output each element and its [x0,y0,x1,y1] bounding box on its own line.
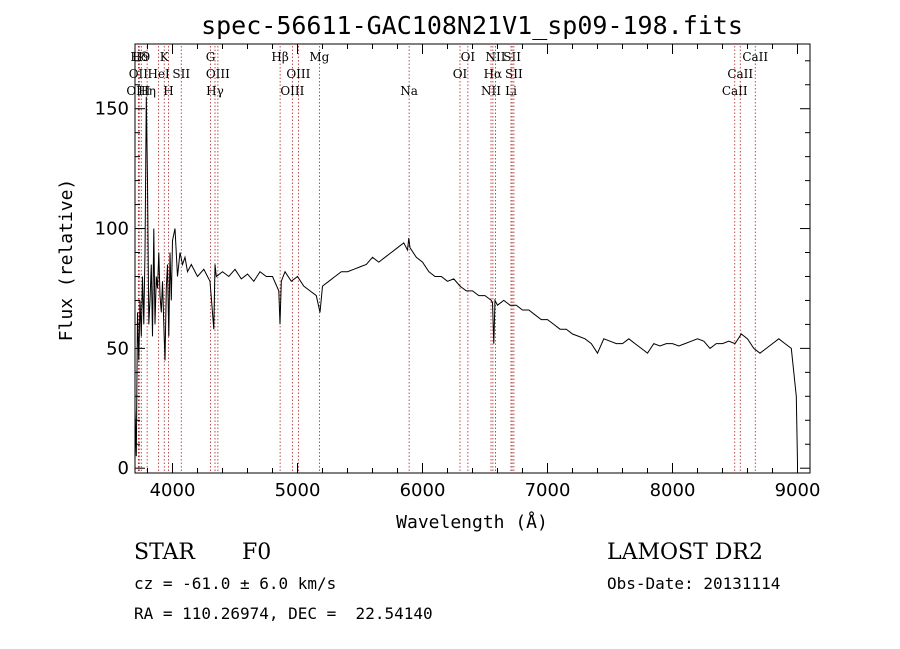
x-tick-label: 6000 [400,480,446,501]
y-axis-ticks: 0 50 100 150 [95,60,810,479]
line-marker-label: G [206,50,216,64]
line-marker-label: Hγ [206,84,224,98]
line-marker-label: Hδ [130,50,148,64]
x-tick-label: 4000 [150,480,196,501]
line-marker-label: HeI [147,67,170,81]
line-marker-label: Mg [309,50,329,64]
line-marker-label: SII [505,67,523,81]
line-marker-label: SII [503,50,521,64]
line-marker-label: K [160,50,170,64]
x-tick-label: 8000 [650,480,696,501]
line-marker-label: Hβ [271,50,288,64]
line-marker-label: NII [486,50,506,64]
line-marker-label: H9 [132,50,150,64]
line-marker-label: OIII [126,84,150,98]
line-marker-label: CaII [727,67,753,81]
line-marker-label: OIII [286,67,310,81]
y-tick-label: 150 [95,99,129,120]
obs-date: Obs-Date: 20131114 [607,574,781,593]
object-class: STAR [134,540,195,565]
y-axis-label: Flux (relative) [56,179,77,342]
line-marker-label: OI [461,50,476,64]
spectrum-chart: spec-56611-GAC108N21V1_sp09-198.fits Hδ O… [56,11,821,533]
line-marker-label: OIII [280,84,304,98]
line-marker-label: Na [400,84,418,98]
line-marker-label: CaII [722,84,748,98]
line-marker-label: NII [481,84,501,98]
y-tick-label: 50 [106,338,129,359]
x-tick-label: 9000 [775,480,821,501]
line-marker-label: OI [453,67,468,81]
plot-frame [134,43,811,474]
object-subclass: F0 [242,540,272,565]
y-tick-label: 0 [118,458,129,479]
line-marker-label: Hα [484,67,503,81]
line-marker-label: SII [172,67,190,81]
x-axis-label: Wavelength (Å) [396,511,548,533]
line-marker-label: CaII [742,50,768,64]
coordinates: RA = 110.26974, DEC = 22.54140 [134,604,433,623]
x-tick-label: 7000 [525,480,571,501]
chart-title: spec-56611-GAC108N21V1_sp09-198.fits [201,11,743,40]
line-marker-label: H [163,84,173,98]
x-tick-label: 5000 [275,480,321,501]
line-marker-label: Hη [138,84,156,98]
y-tick-label: 100 [95,219,129,240]
line-marker-label: OIII [206,67,230,81]
line-marker-label: Li [505,84,517,98]
survey-name: LAMOST DR2 [607,540,763,565]
cz-value: cz = -61.0 ± 6.0 km/s [134,574,337,593]
x-axis-ticks: 4000 5000 6000 7000 8000 9000 [147,44,821,501]
spectrum-line [134,96,798,464]
